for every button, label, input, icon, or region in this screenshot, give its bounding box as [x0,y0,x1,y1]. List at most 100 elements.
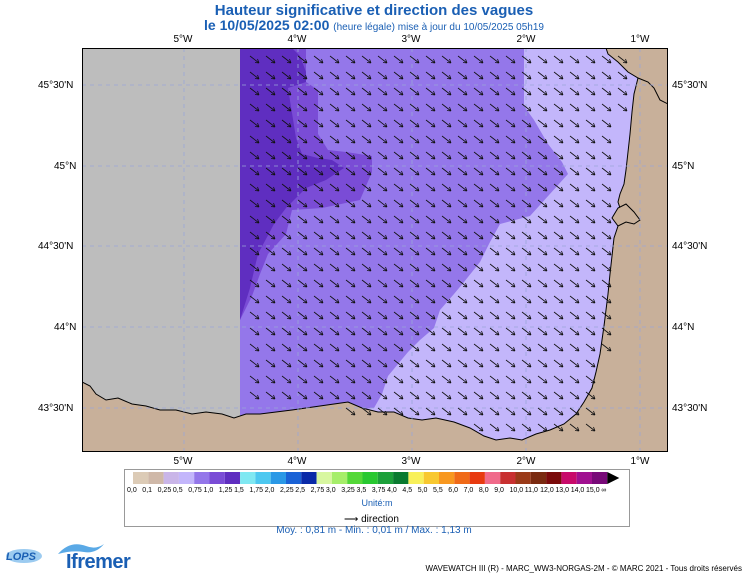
direction-arrow [553,183,564,192]
colorbar-segment [194,472,210,484]
colorbar-tick-label: 12,0 [540,487,554,494]
lon-label-bottom: 2°W [516,456,536,467]
direction-arrow [393,183,404,192]
lon-label-top: 4°W [287,34,307,45]
colorbar-segment [316,472,332,484]
direction-arrow [425,231,436,240]
direction-arrow [409,359,420,368]
colorbar-segment [133,472,149,484]
direction-arrow [473,199,484,208]
direction-arrow [505,311,516,320]
direction-arrow [601,87,612,96]
direction-arrow [441,279,452,288]
colorbar-arrow-icon [607,472,620,484]
direction-arrow [521,359,532,368]
direction-arrow [601,231,612,240]
direction-arrow [361,215,372,224]
direction-arrow [505,423,516,432]
direction-arrow [553,311,564,320]
colorbar-tick-label: ∞ [601,487,607,494]
direction-arrow [537,327,548,336]
direction-arrow [537,279,548,288]
direction-arrow [441,215,452,224]
direction-arrow [457,231,468,240]
direction-arrow [489,279,500,288]
direction-arrow [281,375,292,384]
direction-arrow [393,199,404,208]
no-data-zone [82,48,240,452]
direction-arrow [521,71,532,80]
direction-arrow [281,343,292,352]
direction-arrow [457,375,468,384]
direction-arrow [537,391,548,400]
colorbar-tick-label: 0,75 [188,487,202,494]
direction-arrow [489,391,500,400]
direction-arrow [249,391,260,400]
direction-arrow [409,311,420,320]
direction-arrow [441,343,452,352]
direction-arrow [457,407,468,416]
direction-arrow [473,215,484,224]
direction-arrow [473,135,484,144]
direction-arrow [601,55,612,64]
direction-arrow [521,55,532,64]
direction-arrow [457,279,468,288]
direction-arrow [617,87,628,96]
direction-arrow [361,71,372,80]
direction-arrow [569,343,580,352]
direction-arrow [249,119,260,128]
direction-arrow [361,327,372,336]
colorbar-tick-label: 0,25 [157,487,172,494]
colorbar-tick-label: 3,5 [356,487,367,494]
wave-map[interactable] [82,48,668,452]
direction-arrow [265,391,276,400]
direction-arrow [281,71,292,80]
direction-arrow [473,183,484,192]
direction-arrow [329,247,340,256]
direction-arrow [329,199,340,208]
direction-arrow [601,215,612,224]
direction-arrow [409,407,420,416]
direction-arrow [585,167,596,176]
direction-arrow [361,295,372,304]
lat-label-left: 45°N [54,161,77,172]
direction-arrow [313,135,324,144]
direction-arrow [457,135,468,144]
direction-arrow [313,231,324,240]
direction-arrow [569,295,580,304]
statistics: Moy. : 0,81 m - Min. : 0,01 m / Max. : 1… [276,525,472,536]
direction-arrow [601,183,612,192]
direction-arrow [409,375,420,384]
direction-arrow [345,71,356,80]
direction-arrow [457,311,468,320]
direction-arrow [425,263,436,272]
direction-arrow [601,103,612,112]
direction-arrow [345,343,356,352]
direction-arrow [249,215,260,224]
direction-arrow [281,215,292,224]
direction-arrow [425,391,436,400]
colorbar-tick-label: 2,5 [295,487,306,494]
direction-arrow [361,231,372,240]
direction-arrow [585,135,596,144]
direction-arrow [489,231,500,240]
direction-arrow [329,151,340,160]
direction-arrow [297,135,308,144]
direction-arrow [265,87,276,96]
direction-arrow [297,103,308,112]
direction-arrow [441,311,452,320]
direction-arrow [521,343,532,352]
direction-arrow [409,279,420,288]
direction-arrow [505,263,516,272]
colorbar-tick-label: 13,0 [555,487,570,494]
direction-arrow [505,151,516,160]
direction-arrow [345,167,356,176]
colorbar-segment [592,472,608,484]
lon-label-top: 3°W [401,34,421,45]
direction-arrow [425,71,436,80]
direction-arrow [473,247,484,256]
direction-arrow [345,359,356,368]
lon-label-top: 2°W [516,34,536,45]
direction-arrow [521,311,532,320]
colorbar-segment [484,472,501,484]
